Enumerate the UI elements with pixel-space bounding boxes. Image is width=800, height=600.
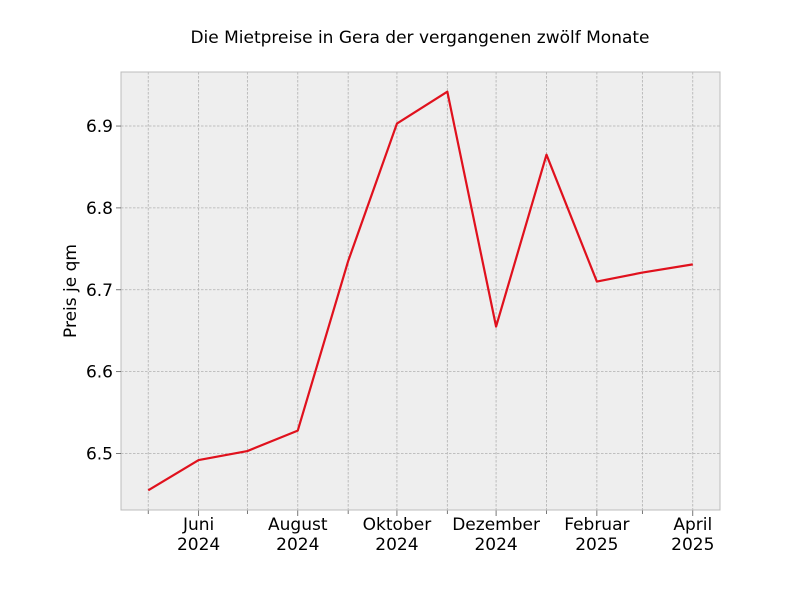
chart-title: Die Mietpreise in Gera der vergangenen z…: [190, 28, 649, 48]
plot-area: 6.5 6.6 6.7 6.8 6.9 Juni 2024 August 2024 Oktober…: [86, 71, 721, 555]
plot-frame: [120, 71, 721, 511]
x-tick-label: Oktober 2024: [363, 515, 432, 555]
plot-background: [121, 72, 720, 510]
x-tick-label: Februar 2025: [564, 515, 629, 555]
x-tick-label: Dezember 2024: [452, 515, 540, 555]
y-tick-label: 6.7: [86, 281, 113, 301]
x-tick-label: April 2025: [671, 515, 714, 555]
x-tick-label: Juni 2024: [177, 515, 220, 555]
y-tick-label: 6.6: [86, 363, 113, 383]
y-tick-label: 6.5: [86, 445, 113, 465]
series-line: [147, 90, 693, 492]
y-axis-label: Preis je qm: [61, 244, 81, 338]
y-tick-label: 6.9: [86, 117, 113, 137]
y-tick-label: 6.8: [86, 199, 113, 219]
x-tick-label: August 2024: [268, 515, 328, 555]
